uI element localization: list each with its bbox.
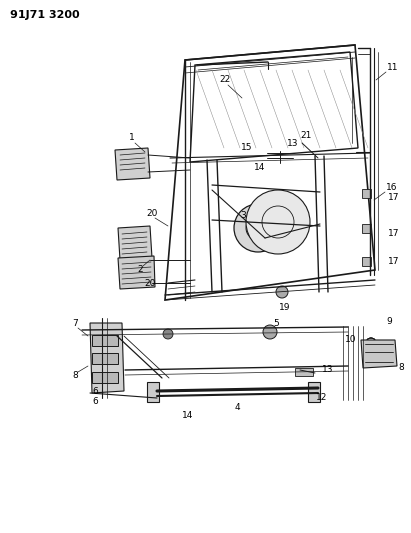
Text: 7: 7 — [72, 319, 78, 328]
Polygon shape — [118, 256, 155, 289]
Text: 17: 17 — [388, 193, 400, 203]
Text: 19: 19 — [279, 303, 291, 312]
Circle shape — [246, 216, 270, 240]
Text: 13: 13 — [322, 366, 334, 375]
FancyBboxPatch shape — [308, 382, 320, 402]
Text: 21: 21 — [300, 132, 312, 141]
Text: 12: 12 — [316, 393, 328, 402]
Text: 8: 8 — [72, 372, 78, 381]
Text: 8: 8 — [398, 364, 404, 373]
Text: 91J71 3200: 91J71 3200 — [10, 10, 80, 20]
FancyBboxPatch shape — [362, 257, 371, 266]
FancyBboxPatch shape — [295, 368, 313, 376]
Text: 1: 1 — [129, 133, 135, 142]
FancyBboxPatch shape — [362, 189, 371, 198]
Text: 11: 11 — [387, 63, 399, 72]
FancyBboxPatch shape — [92, 335, 118, 346]
Text: 16: 16 — [386, 183, 398, 192]
Circle shape — [276, 286, 288, 298]
Polygon shape — [118, 226, 152, 260]
Text: 10: 10 — [345, 335, 357, 344]
Text: 17: 17 — [388, 257, 400, 266]
Text: 9: 9 — [386, 318, 392, 327]
FancyBboxPatch shape — [147, 382, 159, 402]
Text: 6: 6 — [92, 387, 98, 397]
Text: 14: 14 — [254, 164, 266, 173]
Text: 4: 4 — [234, 403, 240, 413]
Text: 6: 6 — [92, 398, 98, 407]
Circle shape — [246, 190, 310, 254]
Polygon shape — [115, 148, 150, 180]
Text: 2: 2 — [137, 265, 143, 274]
Polygon shape — [90, 323, 124, 393]
Text: 3: 3 — [240, 211, 246, 220]
Text: 5: 5 — [273, 319, 279, 328]
Polygon shape — [361, 340, 397, 368]
Text: 15: 15 — [241, 143, 253, 152]
FancyBboxPatch shape — [92, 372, 118, 383]
Text: 20: 20 — [146, 208, 158, 217]
Circle shape — [163, 329, 173, 339]
Circle shape — [234, 204, 282, 252]
Text: 22: 22 — [219, 76, 231, 85]
Text: 17: 17 — [388, 229, 400, 238]
Text: 20: 20 — [144, 279, 156, 287]
Text: 13: 13 — [287, 139, 299, 148]
Text: 14: 14 — [182, 410, 194, 419]
FancyBboxPatch shape — [362, 224, 371, 233]
FancyBboxPatch shape — [92, 353, 118, 364]
Circle shape — [263, 325, 277, 339]
